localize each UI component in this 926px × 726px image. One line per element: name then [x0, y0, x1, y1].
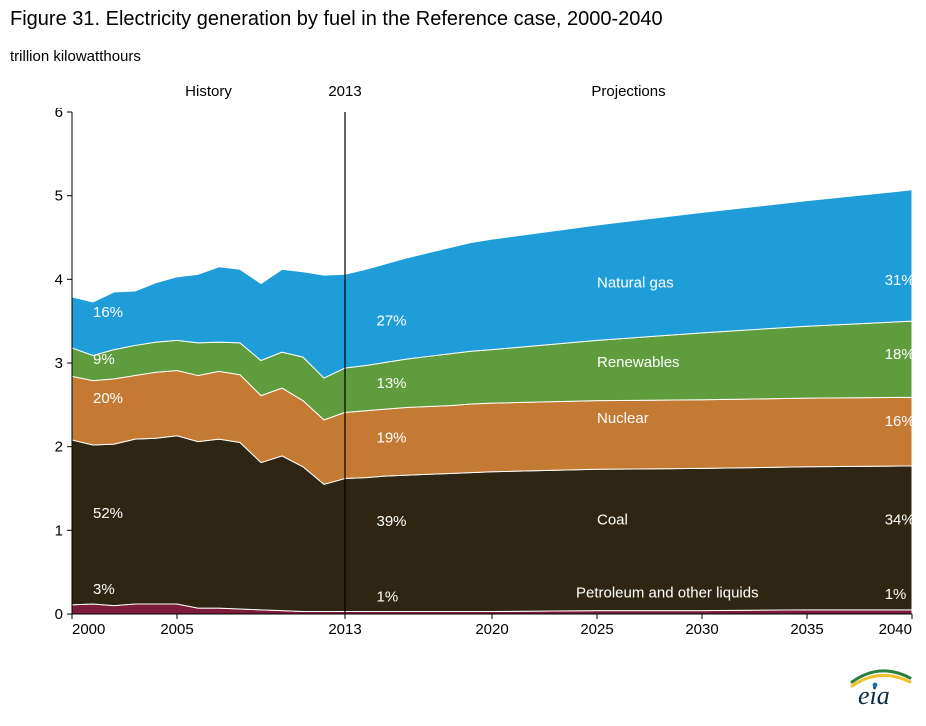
- y-tick-label: 3: [55, 355, 63, 372]
- overlay-label: 16%: [885, 413, 915, 430]
- y-tick-label: 1: [55, 522, 63, 539]
- overlay-label: 31%: [885, 272, 915, 289]
- y-tick-label: 4: [55, 271, 63, 288]
- overlay-label: Petroleum and other liquids: [576, 584, 759, 601]
- overlay-label: 13%: [377, 375, 407, 392]
- y-tick-label: 2: [55, 439, 63, 456]
- overlay-label: Nuclear: [597, 410, 649, 427]
- section-label: Projections: [591, 83, 665, 100]
- overlay-label: Natural gas: [597, 275, 674, 292]
- section-label: History: [185, 83, 232, 100]
- overlay-label: 18%: [885, 346, 915, 363]
- y-tick-label: 5: [55, 188, 63, 205]
- y-tick-label: 0: [55, 606, 63, 623]
- x-tick-label: 2013: [328, 621, 361, 638]
- x-tick-label: 2040: [879, 621, 912, 638]
- overlay-label: 1%: [885, 586, 907, 603]
- x-tick-label: 2025: [580, 621, 613, 638]
- overlay-label: 52%: [93, 505, 123, 522]
- chart-title: Figure 31. Electricity generation by fue…: [10, 8, 663, 31]
- overlay-label: 39%: [377, 513, 407, 530]
- chart-subtitle: trillion kilowatthours: [10, 48, 141, 65]
- overlay-label: Renewables: [597, 354, 680, 371]
- x-tick-label: 2020: [475, 621, 508, 638]
- chart-page: Figure 31. Electricity generation by fue…: [0, 0, 926, 726]
- overlay-label: 27%: [377, 312, 407, 329]
- overlay-label: 34%: [885, 511, 915, 528]
- overlay-label: Coal: [597, 511, 628, 528]
- x-tick-label: 2000: [72, 621, 105, 638]
- eia-logo: eia: [846, 662, 916, 712]
- x-tick-label: 2005: [160, 621, 193, 638]
- x-tick-label: 2030: [685, 621, 718, 638]
- overlay-label: 19%: [377, 429, 407, 446]
- overlay-label: 20%: [93, 390, 123, 407]
- overlay-label: 1%: [377, 588, 399, 605]
- overlay-label: 16%: [93, 304, 123, 321]
- overlay-label: 3%: [93, 581, 115, 598]
- overlay-label: 9%: [93, 351, 115, 368]
- y-tick-label: 6: [55, 108, 63, 121]
- stacked-area-chart: 0 1 2 3 4 5 6 2000 2005 2013 2020 2025 2030 2035 2040 1…: [44, 108, 916, 638]
- section-labels: History 2013 Projections: [0, 80, 926, 102]
- section-label: 2013: [328, 83, 361, 100]
- x-tick-label: 2035: [790, 621, 823, 638]
